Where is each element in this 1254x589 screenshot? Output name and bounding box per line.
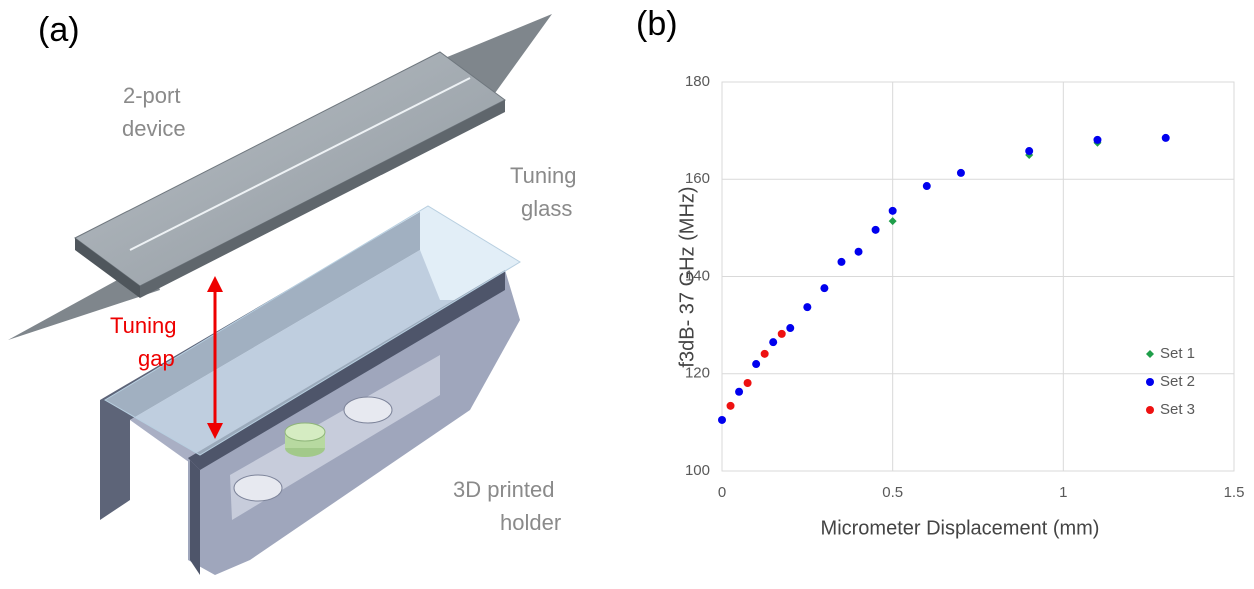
y-tick-label: 120 (685, 365, 710, 382)
gap-label: Tuning (110, 313, 176, 338)
data-point (923, 182, 931, 190)
data-point (752, 360, 760, 368)
data-point (837, 258, 845, 266)
data-point (735, 388, 743, 396)
data-point (957, 169, 965, 177)
data-point (889, 207, 897, 215)
data-point (786, 324, 794, 332)
y-tick-label: 180 (685, 73, 710, 90)
legend-marker (1146, 378, 1154, 386)
holder-label: holder (500, 510, 561, 535)
legend-label: Set 1 (1160, 345, 1195, 362)
panel-label: (b) (636, 5, 678, 43)
legend-label: Set 2 (1160, 373, 1195, 390)
panel-label: (a) (38, 11, 80, 49)
x-tick-label: 1.5 (1224, 484, 1245, 501)
data-point (1093, 136, 1101, 144)
device-label: device (122, 116, 186, 141)
data-point (872, 226, 880, 234)
device-label: 2-port (123, 83, 180, 108)
x-axis-label: Micrometer Displacement (mm) (821, 517, 1100, 539)
glass-label: glass (521, 196, 572, 221)
x-tick-label: 1 (1059, 484, 1067, 501)
figure: (a) (b) 2-port device Tuning glass Tunin… (0, 0, 1254, 584)
legend-marker (1146, 350, 1154, 358)
data-point (1025, 147, 1033, 155)
y-tick-label: 100 (685, 462, 710, 479)
holder-label: 3D printed (453, 477, 555, 502)
data-point (1162, 134, 1170, 142)
data-point (778, 330, 786, 338)
legend-marker (1146, 406, 1154, 414)
data-point (718, 416, 726, 424)
y-tick-label: 160 (685, 170, 710, 187)
glass-label: Tuning (510, 163, 576, 188)
x-tick-label: 0 (718, 484, 726, 501)
data-point (744, 379, 752, 387)
data-point (803, 303, 811, 311)
data-point (820, 284, 828, 292)
gap-label: gap (138, 346, 175, 371)
data-point (855, 248, 863, 256)
y-tick-label: 140 (685, 267, 710, 284)
x-tick-label: 0.5 (882, 484, 903, 501)
legend-label: Set 3 (1160, 401, 1195, 418)
data-point (761, 350, 769, 358)
data-point (889, 217, 897, 225)
data-point (769, 338, 777, 346)
data-point (727, 402, 735, 410)
